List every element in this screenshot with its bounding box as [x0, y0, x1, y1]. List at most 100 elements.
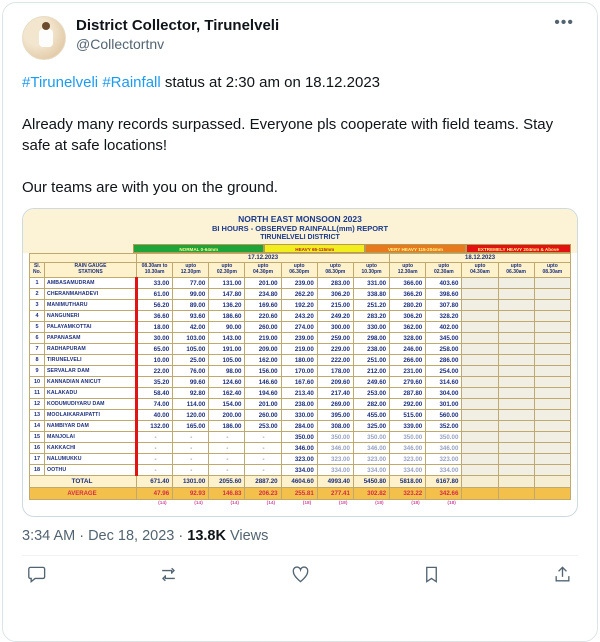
station-name-cell: RADHAPURAM — [44, 343, 137, 355]
value-cell — [533, 376, 572, 388]
value-cell: 346.00 — [389, 442, 427, 454]
col-header-time: upto 08.30am — [533, 262, 572, 278]
count-cell: (14) — [244, 499, 282, 508]
station-row: 13 MOOLAIKARAIPATTI 40.00 120.00 200.00 260.0… — [29, 409, 572, 421]
average-cell — [461, 487, 499, 500]
value-cell: 229.00 — [316, 343, 354, 355]
station-row: 9 SERVALAR DAM 22.00 76.00 98.00 156.00 170.00… — [29, 365, 572, 377]
value-cell — [533, 442, 572, 454]
value-cell — [533, 277, 572, 289]
total-row: TOTAL 671.40 1301.00 2055.60 2887.20 4604.60 4… — [29, 475, 572, 488]
value-cell: 25.00 — [172, 354, 210, 366]
station-row: 16 KAKKACHI - - - -346.00 346.00 346.00 346.00 34… — [29, 442, 572, 454]
value-cell: 213.40 — [280, 387, 318, 399]
count-cell: (18) — [353, 499, 390, 508]
value-cell — [461, 420, 499, 432]
more-menu-icon[interactable]: ••• — [554, 14, 574, 31]
author-name[interactable]: District Collector, Tirunelveli — [76, 17, 280, 34]
timestamp[interactable]: 3:34 AM · Dec 18, 2023 — [22, 527, 175, 544]
value-cell: 304.00 — [425, 387, 463, 399]
value-cell: 350.00 — [316, 431, 354, 443]
slno-cell: 6 — [29, 332, 45, 344]
value-cell: 10.00 — [134, 354, 174, 366]
station-name-cell: CHERANMAHADEVI — [44, 288, 137, 300]
value-cell: 156.00 — [244, 365, 282, 377]
count-cell — [498, 499, 535, 508]
like-icon[interactable] — [291, 565, 310, 584]
station-name-cell: KANNADIAN ANICUT — [44, 376, 137, 388]
value-cell: - — [208, 431, 246, 443]
avatar[interactable] — [22, 16, 66, 60]
value-cell: 334.00 — [280, 464, 318, 476]
value-cell — [497, 464, 535, 476]
value-cell: 300.00 — [316, 321, 354, 333]
value-cell: 253.00 — [352, 387, 391, 399]
value-cell: 325.00 — [352, 420, 391, 432]
hashtag-tirunelveli[interactable]: #Tirunelveli — [22, 74, 99, 91]
station-name-cell: PALAYAMKOTTAI — [44, 321, 137, 333]
hashtag-rainfall[interactable]: #Rainfall — [102, 74, 161, 91]
station-row: 10 KANNADIAN ANICUT 35.20 99.60 124.60 146.60… — [29, 376, 572, 388]
value-cell: 249.60 — [352, 376, 391, 388]
value-cell: 180.00 — [280, 354, 318, 366]
value-cell: 186.00 — [208, 420, 246, 432]
value-cell: 105.00 — [172, 343, 210, 355]
value-cell — [533, 288, 572, 300]
value-cell: 323.00 — [425, 453, 463, 465]
total-cell: 1301.00 — [172, 475, 210, 488]
value-cell: 249.20 — [316, 310, 354, 322]
value-cell: 283.20 — [352, 310, 391, 322]
repost-icon[interactable] — [159, 565, 178, 584]
slno-cell: 15 — [29, 431, 45, 443]
value-cell: 192.20 — [280, 299, 318, 311]
author-handle[interactable]: @Collectortnv — [76, 36, 165, 52]
value-cell: 251.20 — [352, 299, 391, 311]
date-cell: 17.12.2023 — [135, 253, 391, 263]
share-icon[interactable] — [553, 565, 572, 584]
value-cell — [497, 398, 535, 410]
slno-cell: 11 — [29, 387, 45, 399]
station-row: 4 NANGUNERI 36.60 93.60 186.60 220.60 243.20 24… — [29, 310, 572, 322]
station-name-cell: KODUMUDIYARU DAM — [44, 398, 137, 410]
value-cell: 334.00 — [425, 464, 463, 476]
value-cell: 331.00 — [352, 277, 391, 289]
value-cell: 56.20 — [134, 299, 174, 311]
slno-cell: 3 — [29, 299, 45, 311]
bookmark-icon[interactable] — [422, 565, 441, 584]
value-cell: 162.00 — [244, 354, 282, 366]
report-image[interactable]: NORTH EAST MONSOON 2023 BI HOURS - OBSER… — [22, 208, 578, 517]
value-cell — [461, 464, 499, 476]
value-cell: 36.60 — [134, 310, 174, 322]
value-cell — [497, 343, 535, 355]
value-cell — [497, 442, 535, 454]
slno-cell: 13 — [29, 409, 45, 421]
value-cell: 260.00 — [244, 321, 282, 333]
value-cell: 162.40 — [208, 387, 246, 399]
value-cell: 350.00 — [425, 431, 463, 443]
value-cell: 274.00 — [280, 321, 318, 333]
count-cell: (18) — [425, 499, 462, 508]
value-cell — [461, 310, 499, 322]
average-cell: 277.41 — [316, 487, 354, 500]
value-cell — [497, 376, 535, 388]
reply-icon[interactable] — [28, 565, 47, 584]
slno-cell: 16 — [29, 442, 45, 454]
station-name-cell: MOOLAIKARAIPATTI — [44, 409, 137, 421]
rainfall-table: 17.12.2023 18.12.2023 Sl. No. RAIN GAUGE STAT… — [29, 253, 572, 508]
value-cell — [533, 343, 572, 355]
value-cell — [533, 365, 572, 377]
value-cell: 253.00 — [244, 420, 282, 432]
count-cell — [534, 499, 571, 508]
count-cell: (14) — [136, 499, 173, 508]
station-name-cell: KALAKADU — [44, 387, 137, 399]
value-cell: 209.00 — [244, 343, 282, 355]
value-cell — [497, 431, 535, 443]
value-cell: 30.00 — [134, 332, 174, 344]
spacer-cell — [29, 253, 137, 263]
value-cell: 246.00 — [389, 343, 427, 355]
total-cell: 5450.80 — [352, 475, 391, 488]
tweet-line-1: #Tirunelveli #Rainfall status at 2:30 am… — [22, 72, 578, 93]
value-cell: 114.00 — [172, 398, 210, 410]
value-cell: 170.00 — [280, 365, 318, 377]
value-cell: 284.00 — [280, 420, 318, 432]
